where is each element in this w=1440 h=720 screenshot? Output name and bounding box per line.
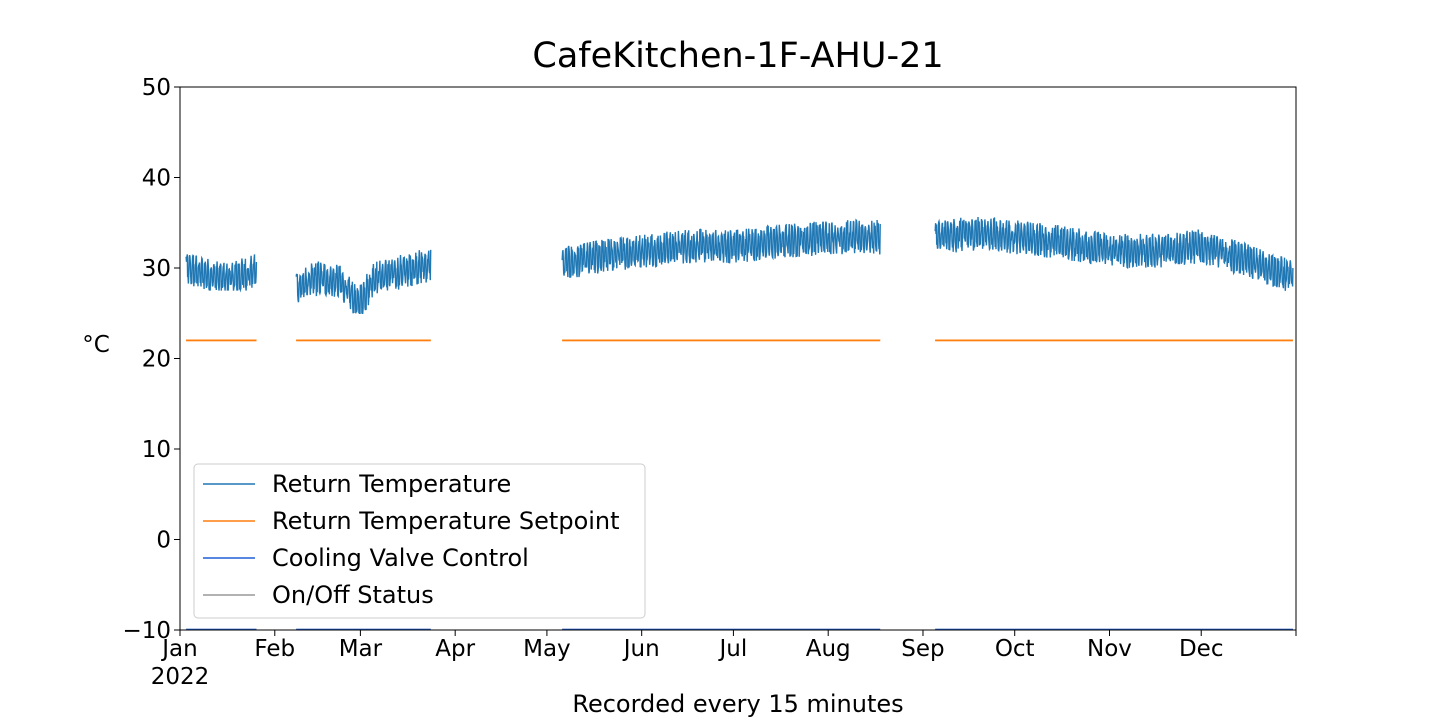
x-tick-label: Jun xyxy=(622,636,660,662)
x-tick-label: Dec xyxy=(1179,636,1224,662)
x-tick-label: May xyxy=(523,636,571,662)
chart-title: CafeKitchen-1F-AHU-21 xyxy=(532,36,943,76)
legend: Return Temperature Return Temperature Set… xyxy=(193,463,646,619)
y-tick-label: 40 xyxy=(142,166,171,192)
series-return-temperature-segment xyxy=(561,218,881,278)
x-axis-label: Recorded every 15 minutes xyxy=(572,690,903,718)
y-axis: −10 0 10 20 30 40 50 xyxy=(122,75,180,644)
series-return-temperature-segment xyxy=(934,216,1294,291)
y-tick-label: 0 xyxy=(156,528,171,554)
legend-label: Return Temperature Setpoint xyxy=(272,507,620,535)
y-tick-label: 10 xyxy=(142,437,171,463)
y-axis-label: °C xyxy=(82,332,110,358)
y-tick-label: 30 xyxy=(142,256,171,282)
y-tick-label: 50 xyxy=(142,75,171,101)
legend-label: On/Off Status xyxy=(272,581,434,609)
x-tick-label: Apr xyxy=(435,636,475,662)
x-tick-label: Sep xyxy=(901,636,944,662)
x-tick-label: Nov xyxy=(1087,636,1132,662)
x-tick-label: Mar xyxy=(339,636,383,662)
x-tick-label: Jul xyxy=(718,636,748,662)
x-tick-label: Jan xyxy=(160,636,197,662)
series-return-temperature-segment xyxy=(295,249,432,314)
series-return-temperature-segment xyxy=(185,254,258,293)
legend-box xyxy=(193,463,646,619)
y-tick-label: 20 xyxy=(142,347,171,373)
legend-label: Cooling Valve Control xyxy=(272,544,529,572)
x-tick-label: Oct xyxy=(995,636,1035,662)
y-tick-label: −10 xyxy=(122,618,171,644)
x-tick-label: Aug xyxy=(806,636,851,662)
x-tick-sublabel: 2022 xyxy=(151,664,210,690)
legend-label: Return Temperature xyxy=(272,470,511,498)
x-tick-label: Feb xyxy=(254,636,295,662)
